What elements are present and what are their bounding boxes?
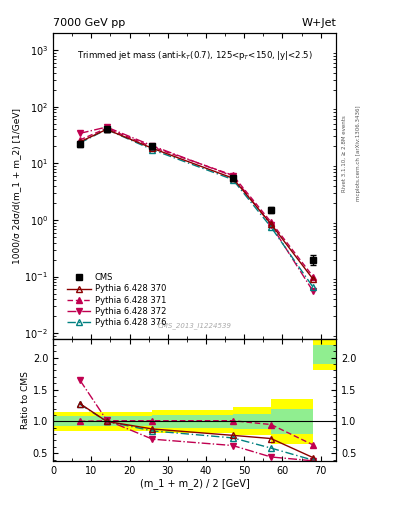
Bar [103, 412, 152, 431]
Bar [271, 399, 313, 443]
Text: CMS_2013_I1224539: CMS_2013_I1224539 [158, 323, 231, 330]
Text: 7000 GeV pp: 7000 GeV pp [53, 18, 125, 28]
Text: W+Jet: W+Jet [301, 18, 336, 28]
Y-axis label: 1000/σ 2dσ/d(m_1 + m_2) [1/GeV]: 1000/σ 2dσ/d(m_1 + m_2) [1/GeV] [13, 108, 22, 264]
X-axis label: (m_1 + m_2) / 2 [GeV]: (m_1 + m_2) / 2 [GeV] [140, 478, 250, 489]
Text: mcplots.cern.ch [arXiv:1306.3436]: mcplots.cern.ch [arXiv:1306.3436] [356, 106, 361, 201]
Y-axis label: Ratio to CMS: Ratio to CMS [21, 371, 30, 429]
Text: Trimmed jet mass (anti-k$_T$(0.7), 125<p$_T$<150, |y|<2.5): Trimmed jet mass (anti-k$_T$(0.7), 125<p… [77, 49, 312, 61]
Bar [53, 412, 103, 431]
Text: Rivet 3.1.10, ≥ 2.8M events: Rivet 3.1.10, ≥ 2.8M events [342, 115, 347, 192]
Bar [152, 410, 233, 433]
Bar [233, 408, 271, 435]
Bar [53, 416, 103, 426]
Bar [271, 409, 313, 434]
Bar [313, 338, 336, 371]
Bar [233, 414, 271, 429]
Bar [313, 345, 336, 364]
Bar [103, 416, 152, 426]
Bar [152, 415, 233, 428]
Legend: CMS, Pythia 6.428 370, Pythia 6.428 371, Pythia 6.428 372, Pythia 6.428 376: CMS, Pythia 6.428 370, Pythia 6.428 371,… [66, 272, 168, 328]
